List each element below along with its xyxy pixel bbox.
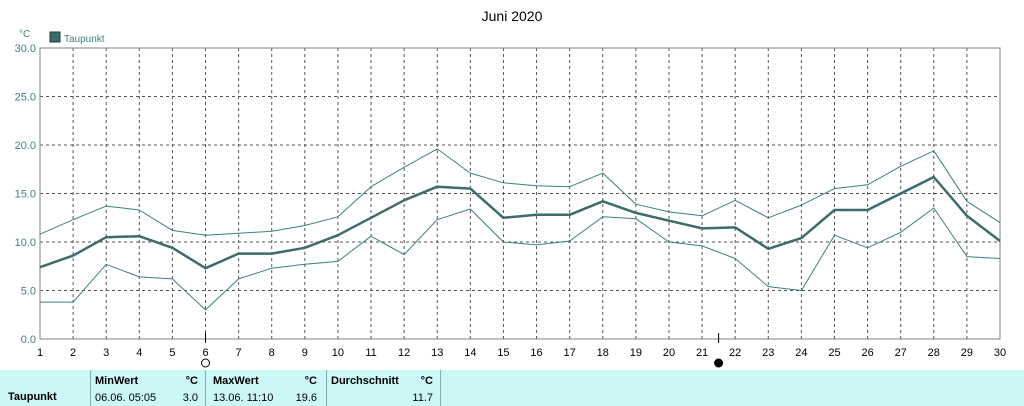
x-tick-label: 2 bbox=[70, 347, 76, 359]
legend-label: Taupunkt bbox=[64, 34, 105, 45]
chart-title: Juni 2020 bbox=[482, 8, 543, 24]
x-tick-label: 1 bbox=[37, 347, 43, 359]
x-tick-label: 23 bbox=[762, 347, 774, 359]
y-tick-label: 15.0 bbox=[15, 189, 36, 201]
x-tick-label: 16 bbox=[530, 347, 542, 359]
x-tick-label: 14 bbox=[464, 347, 476, 359]
x-tick-label: 4 bbox=[136, 347, 142, 359]
x-tick-label: 3 bbox=[103, 347, 109, 359]
x-tick-label: 20 bbox=[663, 347, 675, 359]
max-value: 19.6 bbox=[295, 392, 317, 404]
y-tick-label: 0.0 bbox=[21, 334, 36, 346]
x-tick-label: 10 bbox=[332, 347, 344, 359]
avg-cell: Durchschnitt °C 11.7 bbox=[326, 370, 441, 406]
max-header: MaxWert bbox=[213, 375, 259, 387]
x-tick-label: 19 bbox=[630, 347, 642, 359]
x-tick-label: 22 bbox=[729, 347, 741, 359]
x-axis: 1 2 3 4 5 6 7 8 9 10 11 12 13 14 15 16 17 18 19 20 21 22 23 24 2… bbox=[37, 347, 1006, 359]
max-unit: °C bbox=[304, 375, 317, 387]
y-unit-label: °C bbox=[19, 29, 30, 40]
x-tick-label: 21 bbox=[696, 347, 708, 359]
x-tick-label: 24 bbox=[795, 347, 807, 359]
x-tick-label: 26 bbox=[861, 347, 873, 359]
x-tick-label: 11 bbox=[365, 347, 376, 359]
x-tick-label: 25 bbox=[828, 347, 840, 359]
y-tick-label: 25.0 bbox=[15, 92, 36, 104]
x-tick-label: 6 bbox=[202, 347, 208, 359]
x-tick-label: 27 bbox=[895, 347, 907, 359]
x-tick-label: 7 bbox=[236, 347, 242, 359]
x-tick-label: 15 bbox=[497, 347, 509, 359]
x-tick-label: 28 bbox=[928, 347, 940, 359]
dewpoint-chart: 0.05.010.015.020.025.030.0 1 2 3 4 5 6 7 8 9 10 11… bbox=[15, 8, 1006, 368]
avg-unit: °C bbox=[420, 375, 433, 387]
min-cell: MinWert °C 06.06. 05:05 3.0 bbox=[90, 370, 205, 406]
y-tick-label: 30.0 bbox=[15, 43, 36, 55]
y-tick-label: 20.0 bbox=[15, 140, 36, 152]
x-tick-label: 29 bbox=[961, 347, 973, 359]
x-tick-label: 5 bbox=[169, 347, 175, 359]
min-datetime: 06.06. 05:05 bbox=[95, 392, 157, 404]
x-tick-label: 17 bbox=[564, 347, 576, 359]
summary-table: Taupunkt MinWert °C 06.06. 05:05 3.0 Max… bbox=[0, 370, 1024, 406]
series-mean-line bbox=[39, 175, 1001, 270]
legend-swatch bbox=[49, 31, 61, 43]
min-value: 3.0 bbox=[182, 392, 198, 404]
plot-frame bbox=[39, 47, 1001, 340]
min-header: MinWert bbox=[95, 375, 139, 387]
max-cell: MaxWert °C 13.06. 11:10 19.6 bbox=[205, 370, 326, 406]
y-tick-label: 10.0 bbox=[15, 237, 36, 249]
x-tick-label: 13 bbox=[431, 347, 443, 359]
min-unit: °C bbox=[185, 375, 198, 387]
new-moon-icon bbox=[201, 358, 211, 368]
y-tick-label: 5.0 bbox=[21, 286, 36, 298]
moon-phase-markers bbox=[201, 333, 724, 368]
y-axis: 0.0 5.0 10.0 15.0 20.0 25.0 30.0 bbox=[15, 43, 36, 346]
full-moon-icon bbox=[714, 358, 724, 368]
row-label: Taupunkt bbox=[8, 391, 57, 403]
avg-value: 11.7 bbox=[412, 392, 433, 404]
series-min-line bbox=[40, 207, 1001, 311]
x-tick-label: 30 bbox=[994, 347, 1006, 359]
x-tick-label: 8 bbox=[269, 347, 275, 359]
grid-lines bbox=[40, 48, 1000, 339]
series-lines bbox=[39, 148, 1001, 311]
x-tick-label: 18 bbox=[597, 347, 609, 359]
avg-header: Durchschnitt bbox=[331, 375, 399, 387]
x-tick-label: 9 bbox=[302, 347, 308, 359]
max-datetime: 13.06. 11:10 bbox=[213, 392, 274, 404]
x-tick-label: 12 bbox=[398, 347, 410, 359]
series-max-line bbox=[39, 148, 1001, 236]
